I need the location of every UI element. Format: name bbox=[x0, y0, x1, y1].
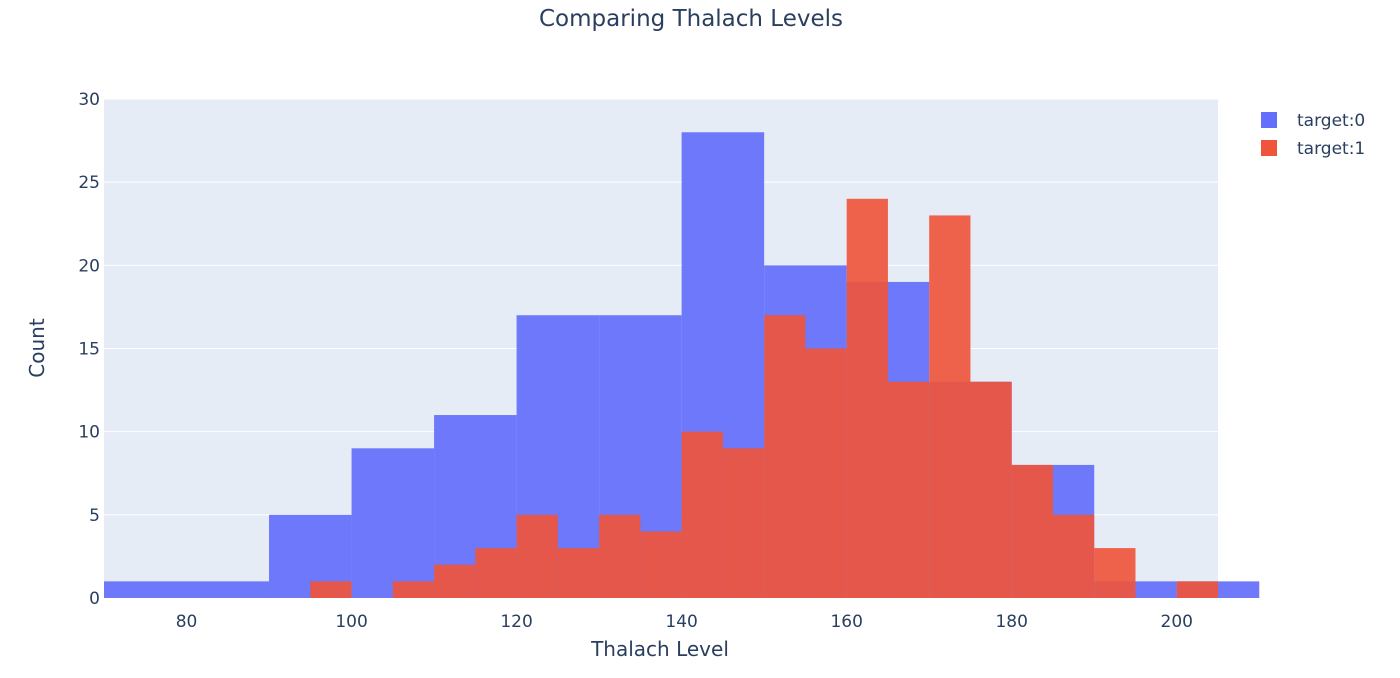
legend: target:0 target:1 bbox=[1261, 111, 1365, 159]
bar-target-1-170 bbox=[929, 215, 971, 598]
bar-target-1-140 bbox=[681, 431, 723, 598]
bar-target-1-200 bbox=[1176, 581, 1218, 598]
bar-target-1-110 bbox=[434, 564, 476, 598]
bar-target-1-160 bbox=[846, 198, 888, 599]
y-axis-title: Count bbox=[25, 318, 49, 378]
bar-target-1-105 bbox=[392, 581, 435, 598]
bar-target-1-120 bbox=[516, 514, 558, 598]
y-tick-label: 10 bbox=[78, 423, 100, 443]
y-tick-label: 25 bbox=[78, 173, 100, 193]
bar-target-1-125 bbox=[557, 548, 600, 598]
x-tick-label: 140 bbox=[665, 612, 697, 632]
y-tick-label: 5 bbox=[89, 506, 100, 526]
bar-target-1-155 bbox=[805, 348, 847, 598]
y-axis-ticks: 0 5 10 15 20 25 30 bbox=[78, 90, 100, 609]
y-tick-label: 20 bbox=[78, 256, 100, 276]
x-axis-ticks: 80 100 120 140 160 180 200 bbox=[176, 612, 1193, 632]
y-tick-label: 0 bbox=[89, 589, 100, 609]
x-tick-label: 180 bbox=[995, 612, 1027, 632]
x-tick-label: 120 bbox=[500, 612, 532, 632]
bar-target-1-175 bbox=[970, 381, 1012, 598]
x-tick-label: 200 bbox=[1161, 612, 1193, 632]
bar-target-1-95 bbox=[310, 581, 352, 598]
bar-target-0-70 bbox=[104, 581, 187, 598]
chart-title: Comparing Thalach Levels bbox=[539, 6, 843, 32]
bar-target-1-115 bbox=[475, 548, 517, 598]
x-axis-title: Thalach Level bbox=[590, 637, 729, 661]
bar-target-1-150 bbox=[764, 315, 806, 598]
y-tick-label: 30 bbox=[78, 90, 100, 110]
bar-target-0-100 bbox=[351, 448, 435, 598]
bar-target-1-130 bbox=[599, 514, 641, 598]
bar-target-0-80 bbox=[186, 581, 270, 598]
bar-target-1-185 bbox=[1052, 514, 1095, 598]
bar-target-1-190 bbox=[1094, 548, 1136, 598]
y-tick-label: 15 bbox=[78, 340, 100, 360]
legend-label: target:0 bbox=[1297, 111, 1365, 131]
bar-target-1-145 bbox=[722, 448, 765, 598]
legend-swatch bbox=[1261, 140, 1277, 156]
bar-target-1-135 bbox=[640, 531, 682, 598]
bar-target-1-165 bbox=[887, 381, 930, 598]
histogram-bars bbox=[104, 132, 1260, 599]
x-tick-label: 100 bbox=[335, 612, 367, 632]
legend-swatch bbox=[1261, 112, 1277, 128]
legend-label: target:1 bbox=[1297, 139, 1365, 159]
x-tick-label: 80 bbox=[176, 612, 198, 632]
x-tick-label: 160 bbox=[830, 612, 862, 632]
bar-target-1-180 bbox=[1011, 464, 1053, 598]
